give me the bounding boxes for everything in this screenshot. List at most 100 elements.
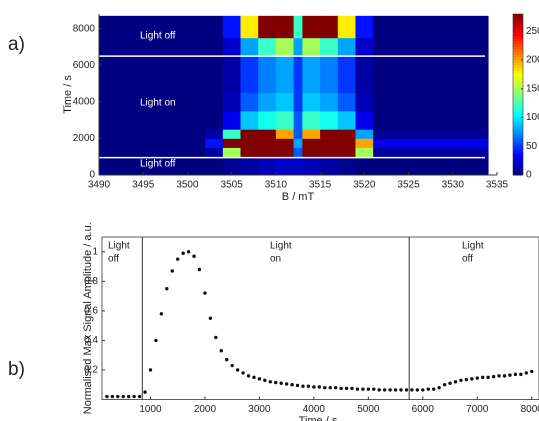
heat-cell [337,110,356,130]
colorbar-step [513,46,523,50]
point [225,357,229,362]
colorbar-step [513,169,523,173]
point [306,384,311,388]
point [143,390,147,394]
x-tick-label: 4000 [303,404,326,415]
y-tick-label: 2000 [73,133,96,144]
point [350,386,354,391]
heat-cell [240,138,259,148]
point [344,386,349,391]
heat-cell [205,37,224,57]
heat-cell [337,56,356,75]
y-tick-label: 0.8 [84,276,98,287]
colorbar-step [513,91,523,95]
x-tick-label: 3530 [442,180,465,191]
heat-cell [293,92,303,112]
heat-cell [258,15,277,39]
heat-cell [222,37,241,57]
colorbar-step [513,166,523,171]
heat-cell [302,156,321,176]
annotation: Light [108,241,130,252]
heat-cell [302,37,321,57]
colorbar-step [513,30,523,34]
colorbar-step [513,64,523,69]
point [524,371,528,375]
colorbar-step [513,164,523,168]
colorbar-step [513,78,523,82]
point [165,287,169,291]
heat-cell [293,15,303,39]
colorbar-step [513,27,523,31]
colorbar-step [513,156,523,160]
point [470,377,474,381]
colorbar-step [513,113,523,117]
x-tick-label: 2000 [194,404,217,415]
point [355,387,360,391]
heat-cell [337,156,356,176]
y-axis-label: Time / s [62,75,74,114]
point [235,368,240,372]
heat-cell [355,15,374,39]
colorbar-step [513,24,523,28]
y-tick-label: 0.4 [84,335,98,346]
point [197,267,202,272]
heat-cell [205,129,224,139]
heat-cell [337,129,356,139]
annotation: Light on [140,98,176,109]
heat-cell [293,138,303,148]
heat-cell [355,147,374,158]
point [426,387,430,391]
heat-cell [293,74,303,94]
y-tick-label: 0.6 [84,306,98,317]
colorbar-tick-label: 150 [526,83,539,94]
heat-cell [355,110,374,130]
colorbar-tick-label: 250 [526,26,539,37]
colorbar-step [513,126,523,130]
colorbar-tick-label: 200 [526,55,539,66]
colorbar-step [513,62,523,66]
colorbar-step [513,54,523,58]
heat-cell [258,138,277,148]
x-tick-label: 8000 [521,404,539,415]
heat-cell [337,138,356,148]
y-tick-label: 0 [89,170,95,181]
heat-cell [205,74,224,94]
heat-cell [240,92,259,112]
heat-cell [373,92,489,112]
heat-cell [373,129,489,139]
annotation: off [462,254,473,265]
y-tick-label: 8000 [73,23,96,34]
colorbar-step [513,115,523,120]
point [105,394,109,399]
colorbar-step [513,140,523,144]
heat-cell [373,110,489,130]
heat-cell [240,56,259,75]
heat-cell [258,110,277,130]
point [214,335,218,340]
point [448,381,452,385]
heat-cell [373,56,489,75]
colorbar-step [513,161,523,165]
colorbar-step [513,40,523,45]
colorbar-step [513,172,523,176]
point [453,380,458,384]
heat-cell [302,110,321,130]
point [241,371,245,375]
heat-cell [222,147,241,158]
heat-cell [373,37,489,57]
point [442,383,447,387]
heat-cell [337,92,356,112]
colorbar-step [513,94,523,98]
heat-cell [240,74,259,94]
colorbar-step [513,148,523,152]
heat-cell [355,37,374,57]
heat-cell [275,15,294,39]
point [263,378,267,382]
heat-cell [355,129,374,139]
point [491,374,496,379]
heat-cell [275,37,294,57]
heat-cell [320,110,339,130]
point [475,376,479,380]
point [290,383,294,387]
point [410,388,414,392]
